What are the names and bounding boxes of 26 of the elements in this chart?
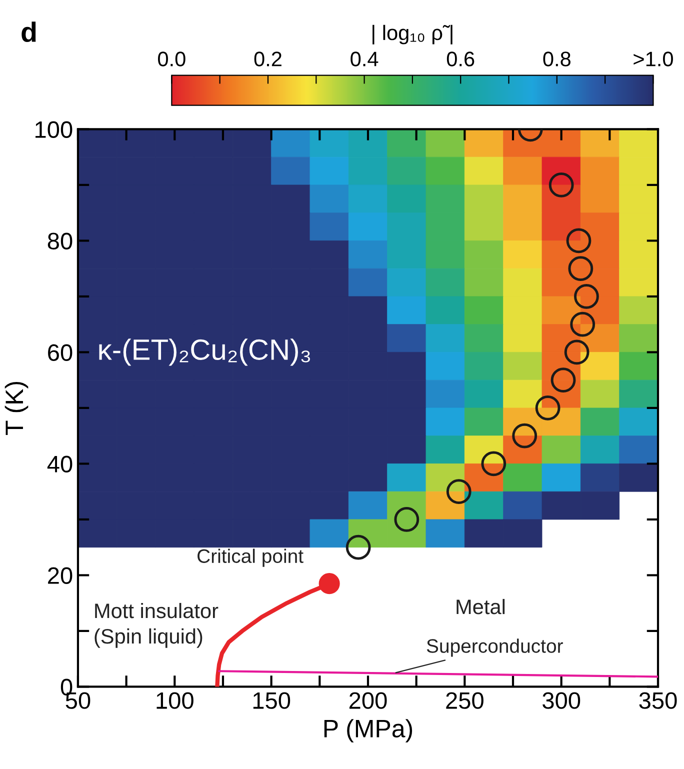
chart-title: d — [22, 22, 36, 42]
y-tick-label: 80 — [48, 232, 72, 250]
color-bar-title: | log₁₀ ρ̃ | — [372, 24, 452, 44]
x-tick-label: 300 — [542, 692, 580, 709]
color-bar-label: 0.8 — [543, 52, 570, 66]
y-tick-label: 100 — [36, 121, 72, 138]
annotation: Metal — [456, 598, 505, 614]
y-tick-label: 60 — [48, 344, 72, 361]
y-tick-label: 20 — [48, 567, 72, 584]
x-tick-label: 250 — [446, 692, 484, 709]
y-axis-title: T (K) — [4, 382, 28, 435]
color-bar-label: 0.6 — [446, 52, 474, 66]
annotation: Superconductor — [426, 638, 563, 657]
x-tick-label: 150 — [253, 692, 290, 709]
color-bar-label: 0.0 — [158, 52, 186, 66]
x-tick-label: 350 — [639, 692, 677, 709]
color-bar-label: >1.0 — [634, 52, 673, 66]
color-bar-label: 0.2 — [254, 52, 282, 66]
color-bar-label: 0.4 — [350, 52, 378, 66]
annotation: Critical point — [198, 548, 304, 567]
y-tick-label: 40 — [47, 456, 72, 472]
x-axis-title: P (MPa) — [324, 719, 412, 742]
annotation: κ-(ET)₂Cu₂(CN)₃ — [99, 338, 310, 366]
x-tick-label: 200 — [349, 692, 387, 709]
x-tick-label: 100 — [156, 692, 194, 709]
annotation: Mott insulator (Spin liquid) — [94, 602, 218, 648]
